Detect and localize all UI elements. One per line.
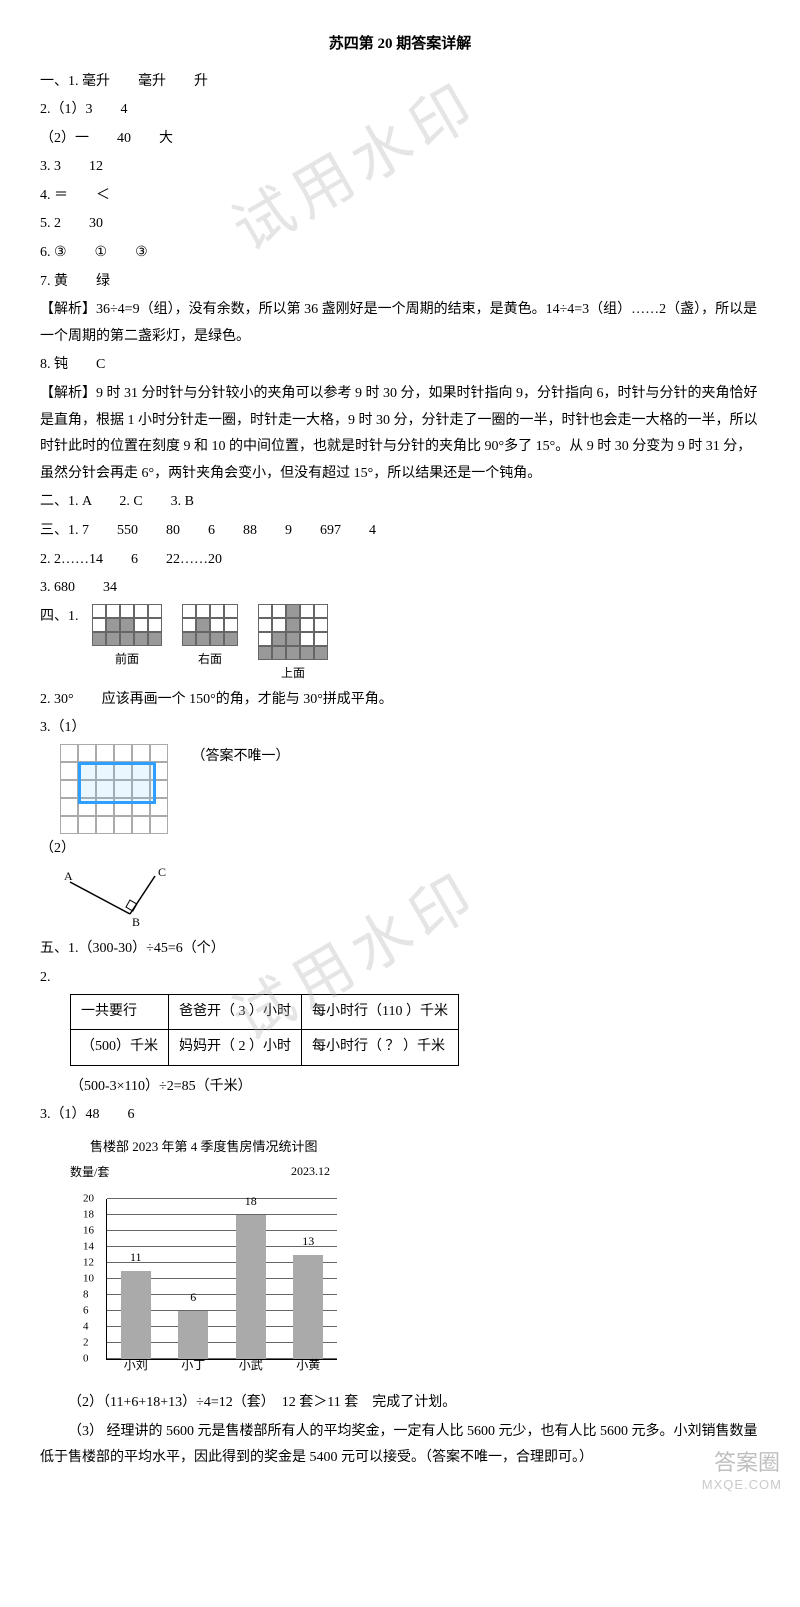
chart-date: 2023.12 <box>291 1160 330 1183</box>
rect-note: （答案不唯一） <box>192 749 290 764</box>
angle-label-a: A <box>64 869 73 883</box>
text-line: 四、1. 前面右面上面 <box>40 604 760 685</box>
text-line: 4. ＝ ＜ <box>40 183 760 210</box>
text-line: （500-3×110）÷2=85（千米） <box>70 1074 760 1101</box>
explanation: 【解析】9 时 31 分时针与分针较小的夹角可以参考 9 时 30 分，如果时针… <box>40 381 760 487</box>
q5-2-prefix: 2. <box>40 970 51 985</box>
text-line: （3） 经理讲的 5600 元是售楼部所有人的平均奖金，一定有人比 5600 元… <box>40 1419 760 1472</box>
rect-diagram-row: （答案不唯一） <box>40 744 760 834</box>
text-line: 2. <box>40 965 760 992</box>
text-line: 3.（1）48 6 <box>40 1102 760 1129</box>
table-cell: 每小时行（110 ）千米 <box>302 994 459 1030</box>
text-line: 三、1. 7 550 80 6 88 9 697 4 <box>40 518 760 545</box>
text-line: 6. ③ ① ③ <box>40 240 760 267</box>
text-line: 3. 3 12 <box>40 154 760 181</box>
chart-title: 售楼部 2023 年第 4 季度售房情况统计图 <box>90 1135 760 1160</box>
chart-plot: 0246810121416182011小刘6小丁18小武13小黄 <box>70 1190 350 1380</box>
text-line: 2.（1）3 4 <box>40 97 760 124</box>
text-line: 一、1. 毫升 毫升 升 <box>40 69 760 96</box>
text-line: 五、1.（300-30）÷45=6（个） <box>40 936 760 963</box>
chart-yaxis-label: 数量/套 <box>70 1165 109 1179</box>
text-line: 2. 2……14 6 22……20 <box>40 547 760 574</box>
text-line: 7. 黄 绿 <box>40 269 760 296</box>
text-line: 8. 钝 C <box>40 352 760 379</box>
explanation: 【解析】36÷4=9（组），没有余数，所以第 36 盏刚好是一个周期的结束，是黄… <box>40 297 760 350</box>
views-diagram: 前面右面上面 <box>92 604 328 685</box>
text-line: 二、1. A 2. C 3. B <box>40 489 760 516</box>
text-line: （2）（11+6+18+13）÷4=12（套） 12 套＞11 套 完成了计划。 <box>40 1390 760 1417</box>
q5-2-table: 一共要行 爸爸开（ 3 ）小时 每小时行（110 ）千米 （500）千米 妈妈开… <box>70 994 459 1066</box>
table-cell: 爸爸开（ 3 ）小时 <box>169 994 302 1030</box>
angle-label-c: C <box>158 865 166 879</box>
table-cell: 每小时行（ ？ ）千米 <box>302 1030 459 1066</box>
q4-1-prefix: 四、1. <box>40 609 79 624</box>
text-line: 3.（1） <box>40 715 760 742</box>
page-title: 苏四第 20 期答案详解 <box>40 30 760 59</box>
text-line: 2. 30° 应该再画一个 150°的角，才能与 30°拼成平角。 <box>40 687 760 714</box>
q4-3a-prefix: 3.（1） <box>40 720 86 735</box>
site-watermark: MXQE.COM <box>702 1473 782 1498</box>
angle-label-b: B <box>132 915 140 929</box>
rect-grid <box>60 744 168 834</box>
text-line: （2） <box>40 836 760 863</box>
table-cell: （500）千米 <box>71 1030 169 1066</box>
bar-chart: 售楼部 2023 年第 4 季度售房情况统计图 数量/套 2023.12 024… <box>70 1135 760 1380</box>
table-cell: 妈妈开（ 2 ）小时 <box>169 1030 302 1066</box>
angle-diagram: A B C <box>60 864 180 934</box>
table-cell: 一共要行 <box>71 994 169 1030</box>
text-line: （2）一 40 大 <box>40 126 760 153</box>
text-line: 5. 2 30 <box>40 211 760 238</box>
text-line: 3. 680 34 <box>40 575 760 602</box>
